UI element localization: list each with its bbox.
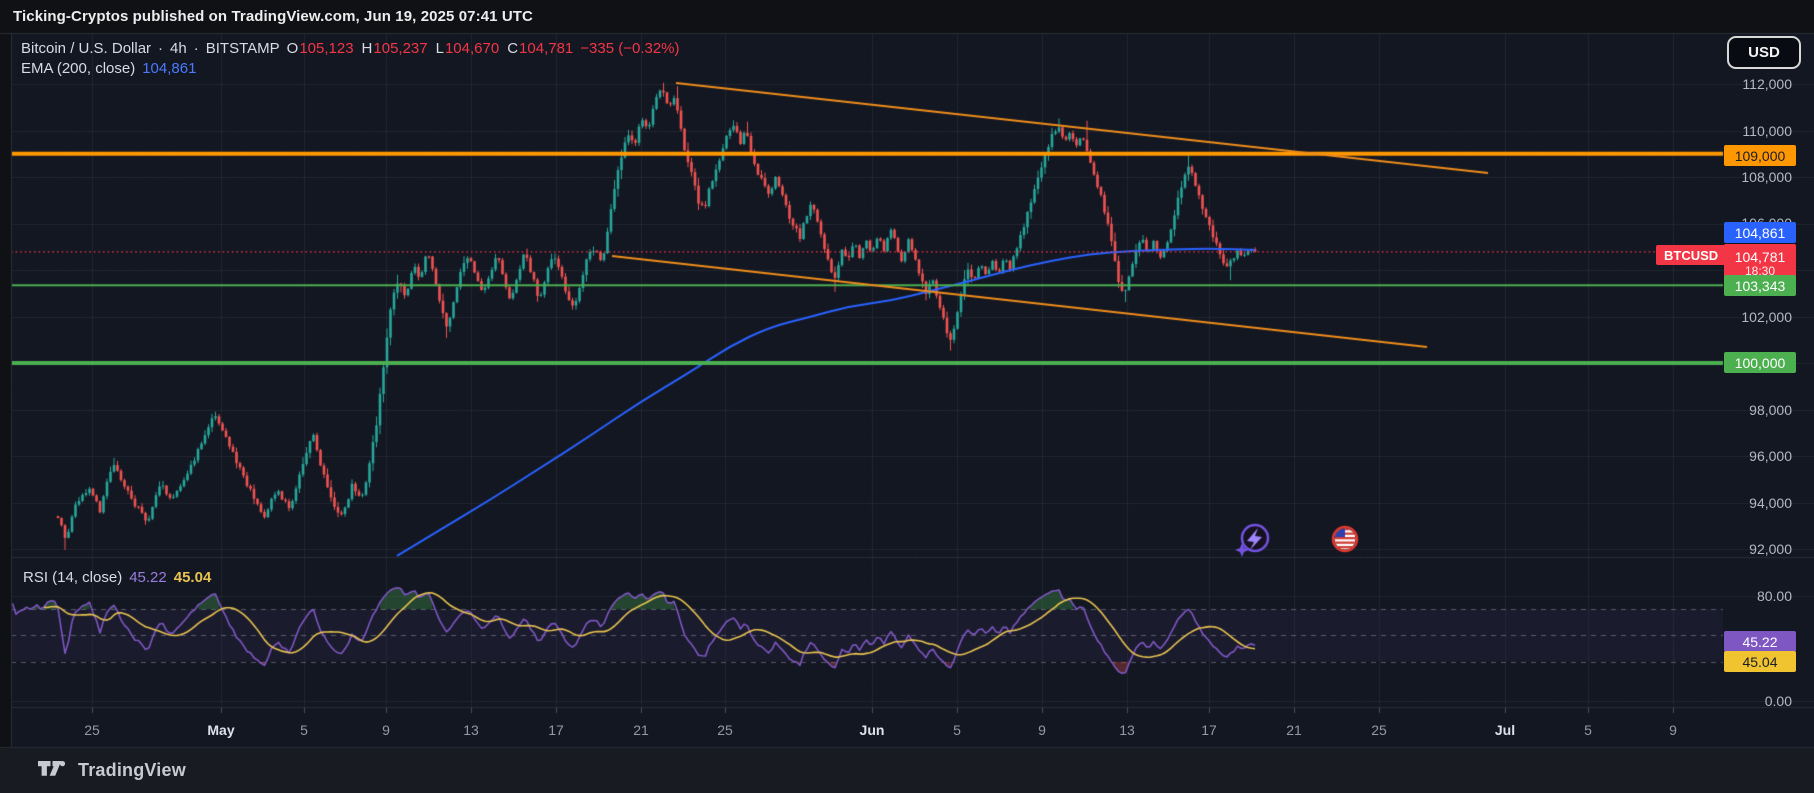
time-axis-label: 25	[717, 722, 733, 738]
price-axis-label: 110,000	[1742, 123, 1792, 139]
rsi-axis-label: 80.00	[1756, 588, 1792, 604]
ohlc-pair: H 105,237	[362, 40, 428, 57]
rsi-value-badge: 45.22	[1724, 631, 1796, 652]
ema-value-badge: 104,861	[1724, 222, 1796, 243]
legend: Bitcoin / U.S. Dollar · 4h · BITSTAMP O …	[21, 38, 680, 78]
rsi-legend-row: RSI (14, close) 45.22 45.04	[23, 567, 211, 587]
change-value: −335 (−0.32%)	[580, 39, 680, 57]
ema-legend-row: EMA (200, close) 104,861	[21, 58, 680, 78]
time-axis-label: 5	[300, 722, 308, 738]
separator-dot: ·	[158, 39, 164, 57]
level-badge-103343: 103,343	[1724, 275, 1796, 296]
footer-bar: TradingView	[0, 748, 1814, 793]
symbol-title[interactable]: Bitcoin / U.S. Dollar	[21, 39, 152, 57]
level-badge-100000: 100,000	[1724, 352, 1796, 373]
time-axis-label: 17	[548, 722, 564, 738]
time-axis-label: 25	[1371, 722, 1387, 738]
ema-value: 104,861	[142, 59, 197, 77]
ohlc-pair: C 104,781	[507, 40, 573, 57]
price-axis-label: 108,000	[1741, 169, 1792, 185]
bar-countdown: 18:30	[1744, 263, 1776, 278]
ohlc-value: 105,123	[299, 39, 354, 57]
price-axis-label: 92,000	[1749, 541, 1792, 557]
exchange-label: BITSTAMP	[205, 39, 280, 57]
ohlc-letter: O	[286, 39, 299, 57]
rsi-axis-label: 0.00	[1764, 693, 1792, 709]
ema-indicator-label[interactable]: EMA (200, close)	[21, 59, 136, 77]
time-axis-label: 5	[1584, 722, 1592, 738]
lightning-event-icon[interactable]	[1240, 523, 1270, 553]
price-axis-label: 98,000	[1749, 402, 1792, 418]
time-axis-label: 21	[633, 722, 649, 738]
time-axis-label: May	[207, 722, 235, 738]
price-axis-label: 96,000	[1749, 448, 1792, 464]
ohlc-pair: L 104,670	[436, 40, 500, 57]
symbol-tag-btcusd: BTCUSD	[1656, 245, 1727, 265]
time-axis-label: 13	[1119, 722, 1135, 738]
time-axis-label: 9	[1669, 722, 1677, 738]
time-axis-label: 21	[1286, 722, 1302, 738]
ohlc-pair: O 105,123	[287, 40, 354, 57]
ohlc-letter: C	[507, 39, 519, 57]
price-axis-label: 112,000	[1742, 76, 1792, 92]
interval-label[interactable]: 4h	[170, 39, 187, 57]
footer-brand-text[interactable]: TradingView	[78, 760, 186, 780]
time-axis-label: 25	[84, 722, 100, 738]
time-axis-label: 9	[382, 722, 390, 738]
time-axis-label: Jun	[859, 722, 885, 738]
rsi-ma-value: 45.04	[173, 568, 212, 586]
time-axis-label: 13	[463, 722, 479, 738]
tradingview-logo-icon[interactable]	[38, 761, 67, 780]
time-axis-label: 5	[953, 722, 961, 738]
separator-dot: ·	[193, 39, 199, 57]
rsi-indicator-label[interactable]: RSI (14, close)	[23, 568, 123, 586]
ohlc-value: 104,670	[444, 39, 500, 57]
us-flag-event-icon[interactable]	[1330, 524, 1360, 554]
price-axis-label: 102,000	[1741, 309, 1792, 325]
last-price-value: 104,781	[1734, 248, 1786, 265]
time-axis-label: 17	[1201, 722, 1217, 738]
level-badge-109000: 109,000	[1724, 145, 1796, 166]
time-axis-label: Jul	[1494, 722, 1516, 738]
rsi-value: 45.22	[129, 568, 167, 586]
ohlc-values: O 105,123 H 105,237 L 104,670 C 104,781	[287, 40, 574, 57]
ohlc-value: 105,237	[373, 39, 428, 57]
ohlc-letter: H	[361, 39, 373, 57]
ohlc-letter: L	[435, 39, 444, 57]
rsi-ma-value-badge: 45.04	[1724, 651, 1796, 672]
symbol-legend-row: Bitcoin / U.S. Dollar · 4h · BITSTAMP O …	[21, 38, 680, 58]
currency-toggle-button[interactable]: USD	[1727, 36, 1801, 69]
time-axis-label: 9	[1038, 722, 1046, 738]
ohlc-value: 104,781	[519, 39, 574, 57]
price-axis-label: 94,000	[1749, 495, 1792, 511]
